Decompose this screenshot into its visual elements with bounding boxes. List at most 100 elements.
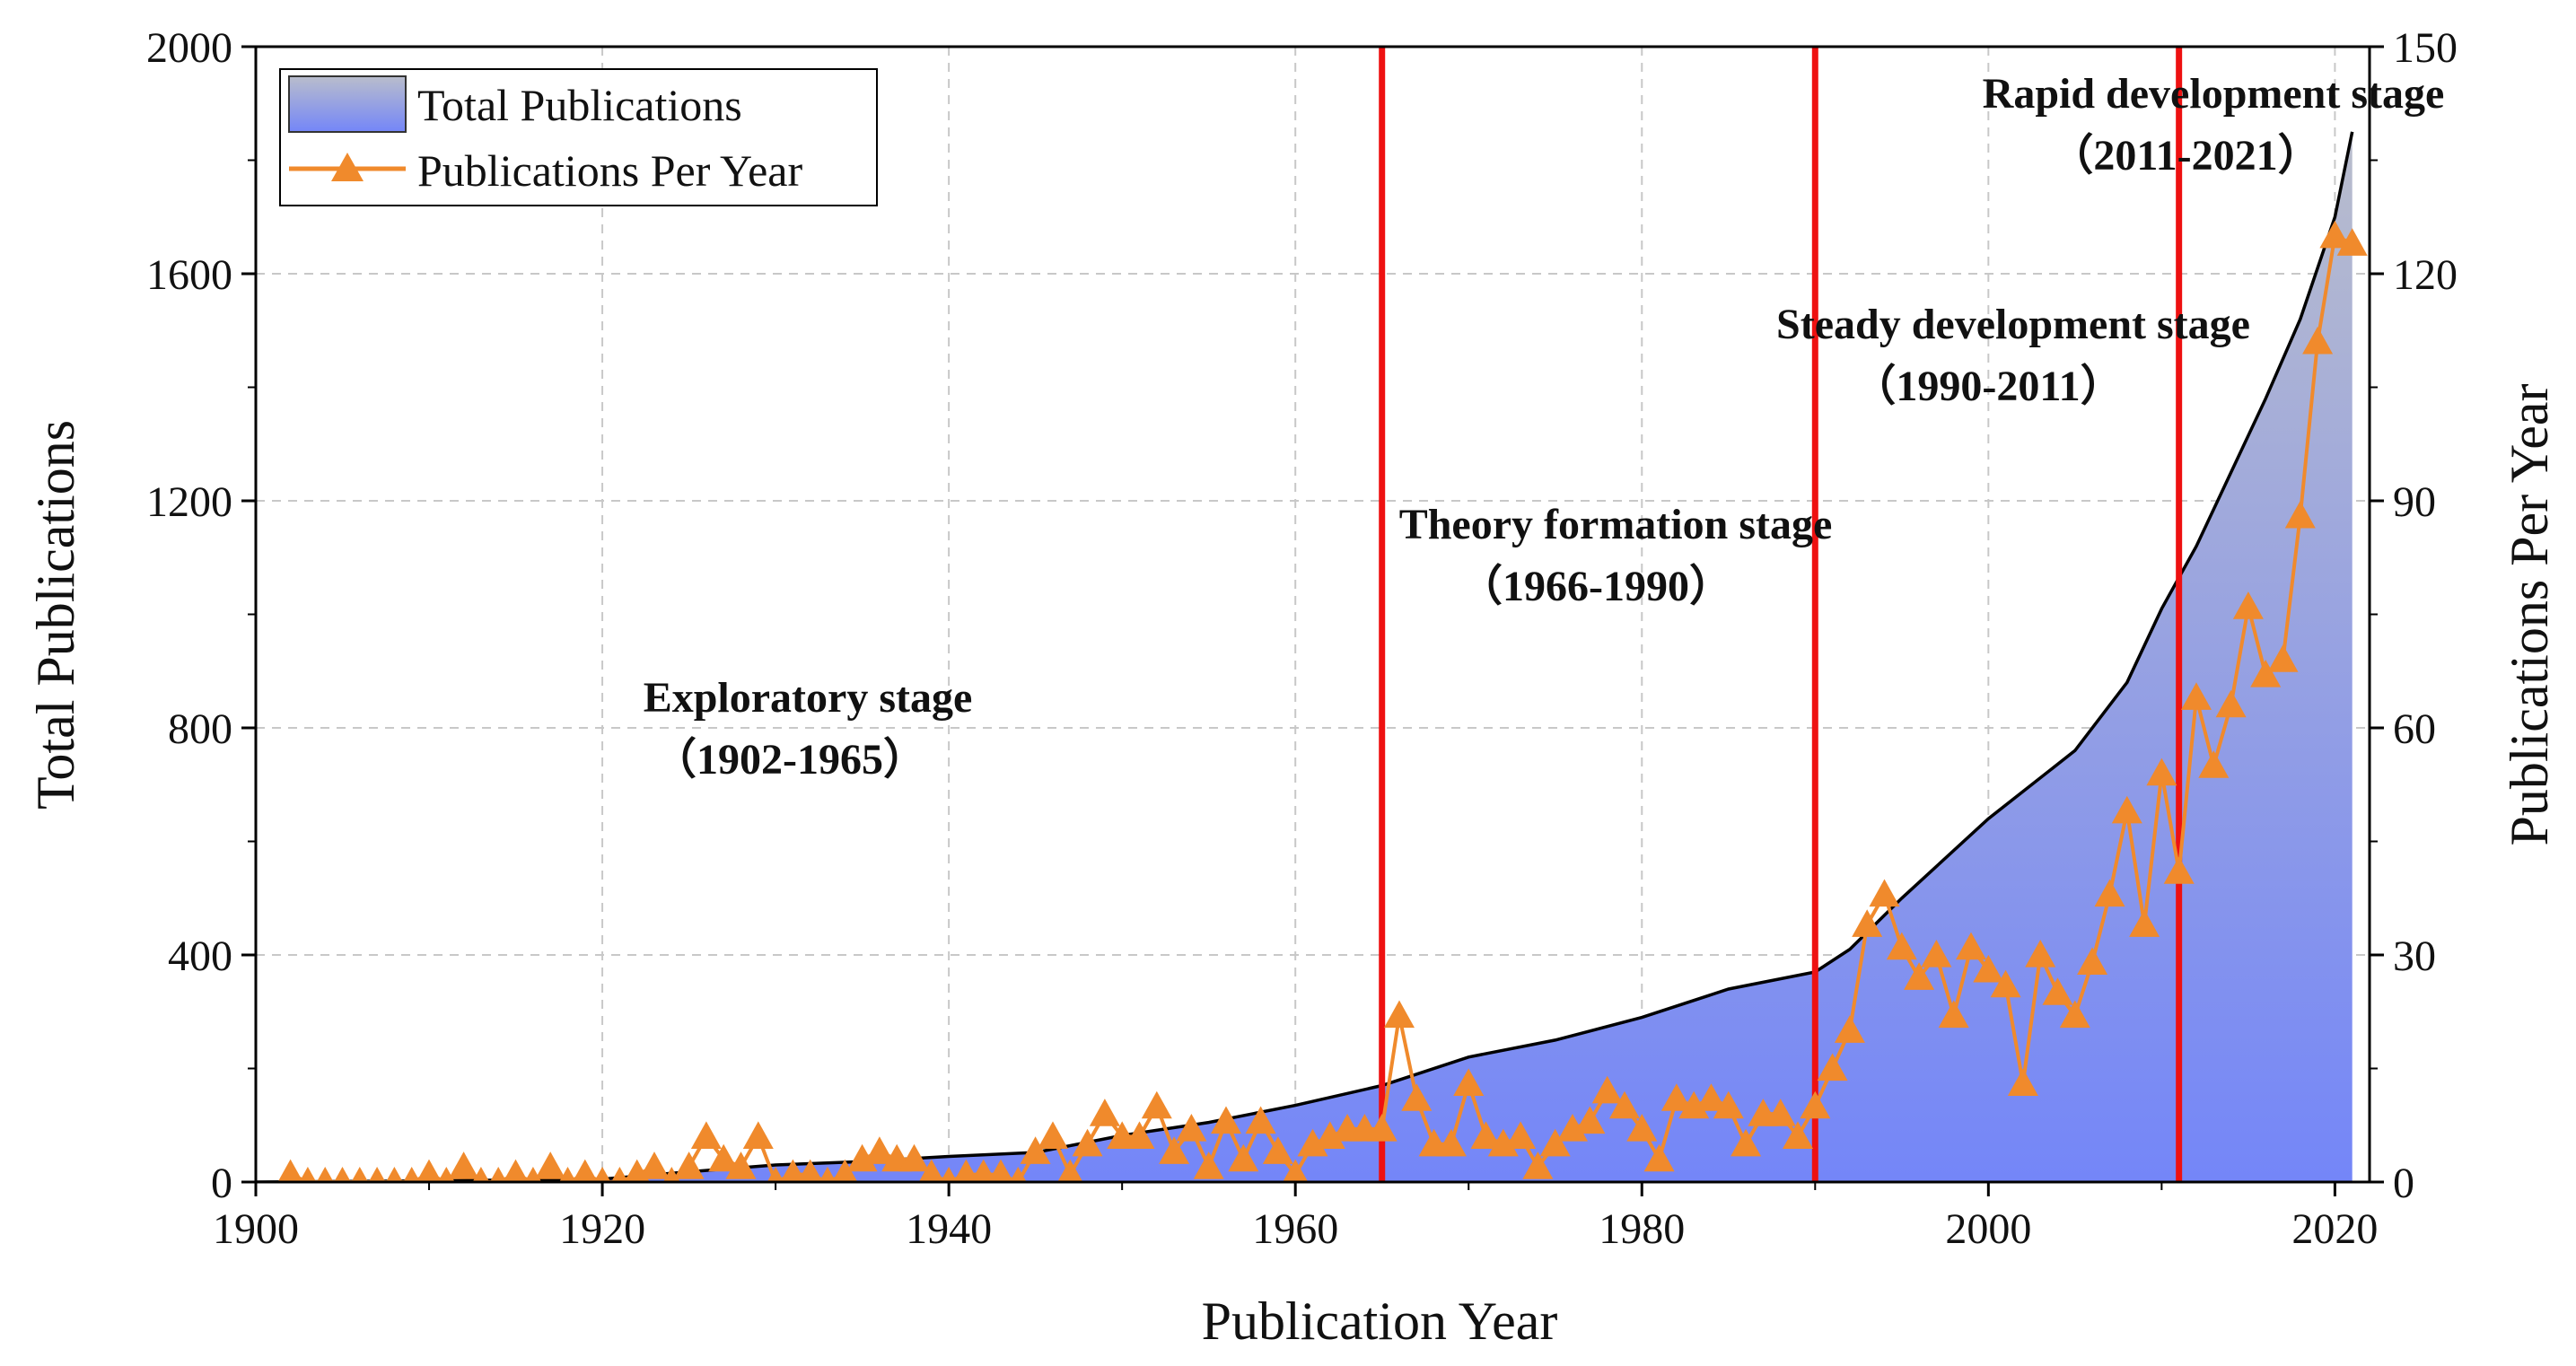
per-year-point: [797, 1159, 823, 1182]
per-year-point: [416, 1159, 442, 1182]
per-year-point: [1487, 1128, 1519, 1157]
per-year-point: [572, 1159, 598, 1182]
per-year-point: [610, 1167, 628, 1182]
y-axis-right-title: Publications Per Year: [2500, 383, 2559, 845]
per-year-point: [1852, 909, 1883, 937]
x-tick-label: 2020: [2291, 1205, 2378, 1253]
per-year-point: [863, 1136, 895, 1164]
per-year-point: [1973, 954, 2004, 983]
per-year-point: [2129, 909, 2160, 937]
x-tick-label: 1900: [213, 1205, 299, 1253]
per-year-point: [1193, 1151, 1224, 1179]
per-year-point: [448, 1151, 479, 1179]
per-year-point: [1557, 1114, 1588, 1142]
per-year-point: [2336, 228, 2368, 256]
per-year-point: [1609, 1090, 1640, 1119]
per-year-point: [2163, 856, 2195, 884]
x-axis-title: Publication Year: [1202, 1292, 1558, 1351]
per-year-point: [1366, 1114, 1398, 1142]
per-year-point: [2094, 879, 2125, 907]
per-year-point: [1626, 1114, 1658, 1142]
y-right-tick-label: 150: [2393, 24, 2458, 72]
per-year-point: [1072, 1128, 1103, 1157]
per-year-point: [1643, 1143, 1675, 1172]
per-year-point: [1938, 1000, 1969, 1029]
per-year-point: [316, 1167, 334, 1182]
per-year-point: [1956, 932, 1986, 960]
per-year-point: [1730, 1128, 1762, 1157]
stage-1-name: Exploratory stage: [644, 674, 973, 722]
per-year-point: [1990, 969, 2021, 998]
y-axis-left-title: Total Publications: [26, 420, 85, 810]
per-year-point: [1904, 962, 1935, 990]
per-year-point: [2025, 940, 2056, 968]
stage-1-period: （1902-1965）: [653, 736, 926, 784]
per-year-series: [277, 220, 2368, 1182]
x-tick-label: 1920: [559, 1205, 645, 1253]
y-axis-left-ticks: 0 400 800 1200 1600 2000: [146, 24, 256, 1207]
per-year-point: [1089, 1099, 1120, 1126]
per-year-point: [2232, 591, 2264, 619]
per-year-point: [593, 1167, 611, 1182]
per-year-point: [832, 1159, 858, 1182]
per-year-point: [1765, 1099, 1796, 1126]
per-year-point: [1384, 1000, 1415, 1029]
x-axis-ticks: 1900 1920 1940 1960 1980 2000 2020: [213, 1182, 2378, 1253]
per-year-point: [708, 1143, 740, 1172]
per-year-point: [767, 1167, 784, 1182]
per-year-point: [970, 1159, 996, 1182]
per-year-point: [918, 1159, 944, 1182]
x-tick-label: 2000: [1945, 1205, 2031, 1253]
per-year-point: [1009, 1167, 1027, 1182]
per-year-point: [1124, 1121, 1155, 1149]
per-year-point: [2198, 750, 2230, 778]
y-left-tick-label: 1600: [146, 251, 232, 299]
per-year-point: [1834, 1015, 1865, 1043]
per-year-point: [351, 1167, 369, 1182]
per-year-point: [368, 1167, 386, 1182]
per-year-point: [1176, 1114, 1207, 1142]
per-year-point: [385, 1167, 403, 1182]
per-year-point: [2284, 500, 2316, 529]
legend-total-label: Total Publications: [417, 80, 742, 130]
per-year-point: [1038, 1121, 1068, 1149]
y-left-tick-label: 0: [211, 1160, 232, 1207]
x-tick-label: 1960: [1252, 1205, 1338, 1253]
per-year-point: [277, 1159, 303, 1182]
per-year-point: [2059, 1000, 2090, 1029]
y-left-tick-label: 2000: [146, 24, 232, 72]
per-year-point: [639, 1151, 670, 1179]
per-year-point: [780, 1159, 806, 1182]
per-year-point: [2250, 660, 2282, 687]
legend-box: [279, 68, 878, 206]
per-year-point: [1817, 1053, 1848, 1081]
per-year-point: [1678, 1090, 1710, 1119]
y-left-tick-label: 1200: [146, 478, 232, 526]
per-year-point: [2077, 947, 2108, 975]
total-publications-area: [256, 131, 2354, 1182]
per-year-point: [1539, 1128, 1571, 1157]
per-year-point: [403, 1167, 421, 1182]
per-year-point: [1783, 1121, 1813, 1149]
per-year-point: [1057, 1159, 1083, 1182]
per-year-point: [1921, 940, 1952, 968]
per-year-point: [1435, 1128, 1467, 1157]
per-year-point: [1505, 1121, 1537, 1149]
per-year-point: [1314, 1121, 1345, 1149]
per-year-point: [1245, 1106, 1276, 1134]
y-left-tick-label: 400: [168, 933, 232, 980]
per-year-point: [2181, 682, 2212, 710]
y-right-tick-label: 0: [2393, 1160, 2414, 1207]
per-year-point: [535, 1151, 566, 1179]
per-year-point: [725, 1151, 757, 1179]
stage-4-period: （2011-2021）: [2050, 132, 2320, 180]
per-year-point: [1695, 1083, 1727, 1111]
per-year-point: [742, 1121, 774, 1149]
per-year-point: [2267, 644, 2299, 672]
stage-4-name: Rapid development stage: [1983, 70, 2445, 118]
per-year-point: [1470, 1121, 1502, 1149]
stage-2-period: （1966-1990）: [1459, 563, 1732, 610]
per-year-point: [1141, 1090, 1172, 1119]
stage-3-name: Steady development stage: [1776, 301, 2250, 348]
